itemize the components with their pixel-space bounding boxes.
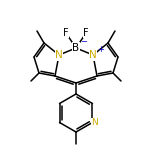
Text: +: +: [98, 45, 104, 54]
Text: N: N: [91, 118, 98, 127]
Text: F: F: [63, 28, 69, 38]
Text: −: −: [81, 38, 88, 47]
Text: N: N: [89, 50, 97, 60]
Text: B: B: [73, 43, 79, 53]
Text: F: F: [83, 28, 89, 38]
Text: N: N: [55, 50, 63, 60]
